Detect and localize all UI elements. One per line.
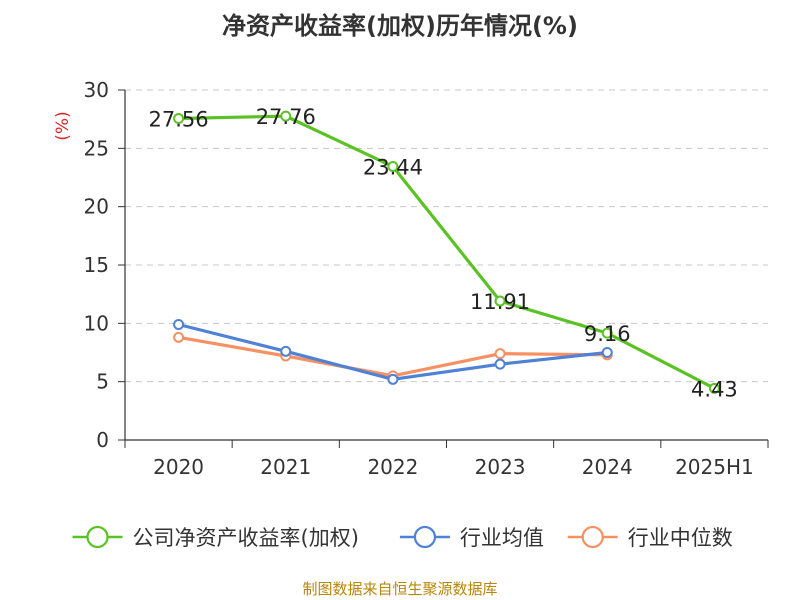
data-point [494, 348, 506, 360]
legend-label: 公司净资产收益率(加权) [133, 526, 359, 550]
axes: 0 5 10 15 20 25 30 (%) 2020 2021 2022 2023 2024 2025H… [53, 78, 769, 479]
y-tick-label: 15 [84, 253, 109, 277]
x-tick-label: 2025H1 [675, 455, 754, 479]
series-lines [173, 110, 720, 394]
grid-lines [125, 89, 768, 383]
data-point [601, 347, 613, 358]
data-point [708, 382, 720, 394]
legend-item[interactable]: 行业均值 [399, 525, 544, 550]
legend-item[interactable]: 公司净资产收益率(加权) [72, 525, 359, 550]
legend-marker [413, 525, 437, 549]
y-tick-label: 10 [84, 311, 109, 335]
data-label: 23.44 [363, 156, 423, 180]
chart-title: 净资产收益率(加权)历年情况(%) [222, 12, 578, 40]
y-tick-label: 20 [84, 195, 109, 219]
data-point [173, 331, 185, 343]
x-tick-label: 2021 [260, 455, 311, 479]
series-line [178, 114, 716, 390]
data-label: 11.91 [470, 290, 530, 314]
legend-item[interactable]: 行业中位数 [567, 525, 733, 550]
legend[interactable]: 公司净资产收益率(加权) 行业均值 行业中位数 [72, 525, 733, 550]
y-axis-label: (%) [53, 111, 73, 140]
legend-marker [86, 525, 109, 549]
y-tick-label: 30 [84, 78, 109, 102]
legend-marker [581, 525, 604, 549]
data-point [280, 345, 292, 357]
series-line [178, 335, 608, 378]
y-tick-label: 5 [96, 370, 109, 394]
data-label: 27.56 [149, 107, 209, 131]
y-tick-label: 0 [96, 428, 109, 452]
data-point [173, 319, 185, 330]
data-point [387, 161, 399, 173]
x-tick-label: 2023 [475, 455, 526, 479]
data-point [494, 295, 506, 307]
legend-label: 行业均值 [460, 526, 544, 550]
data-label: 4.43 [691, 377, 738, 401]
data-point [387, 373, 399, 385]
x-tick-label: 2022 [367, 455, 418, 479]
data-label: 9.16 [584, 322, 631, 346]
data-point [173, 112, 185, 124]
legend-label: 行业中位数 [628, 526, 733, 550]
source-note: 制图数据来自恒生聚源数据库 [302, 580, 498, 598]
y-tick-label: 25 [84, 136, 109, 160]
x-tick-label: 2020 [153, 455, 204, 479]
data-point [494, 358, 506, 370]
data-point [280, 110, 292, 122]
data-labels: 27.56 27.76 23.44 11.91 9.16 4.43 [149, 105, 738, 401]
data-point [601, 327, 613, 339]
data-label: 27.76 [256, 105, 316, 129]
x-tick-label: 2024 [582, 455, 633, 479]
